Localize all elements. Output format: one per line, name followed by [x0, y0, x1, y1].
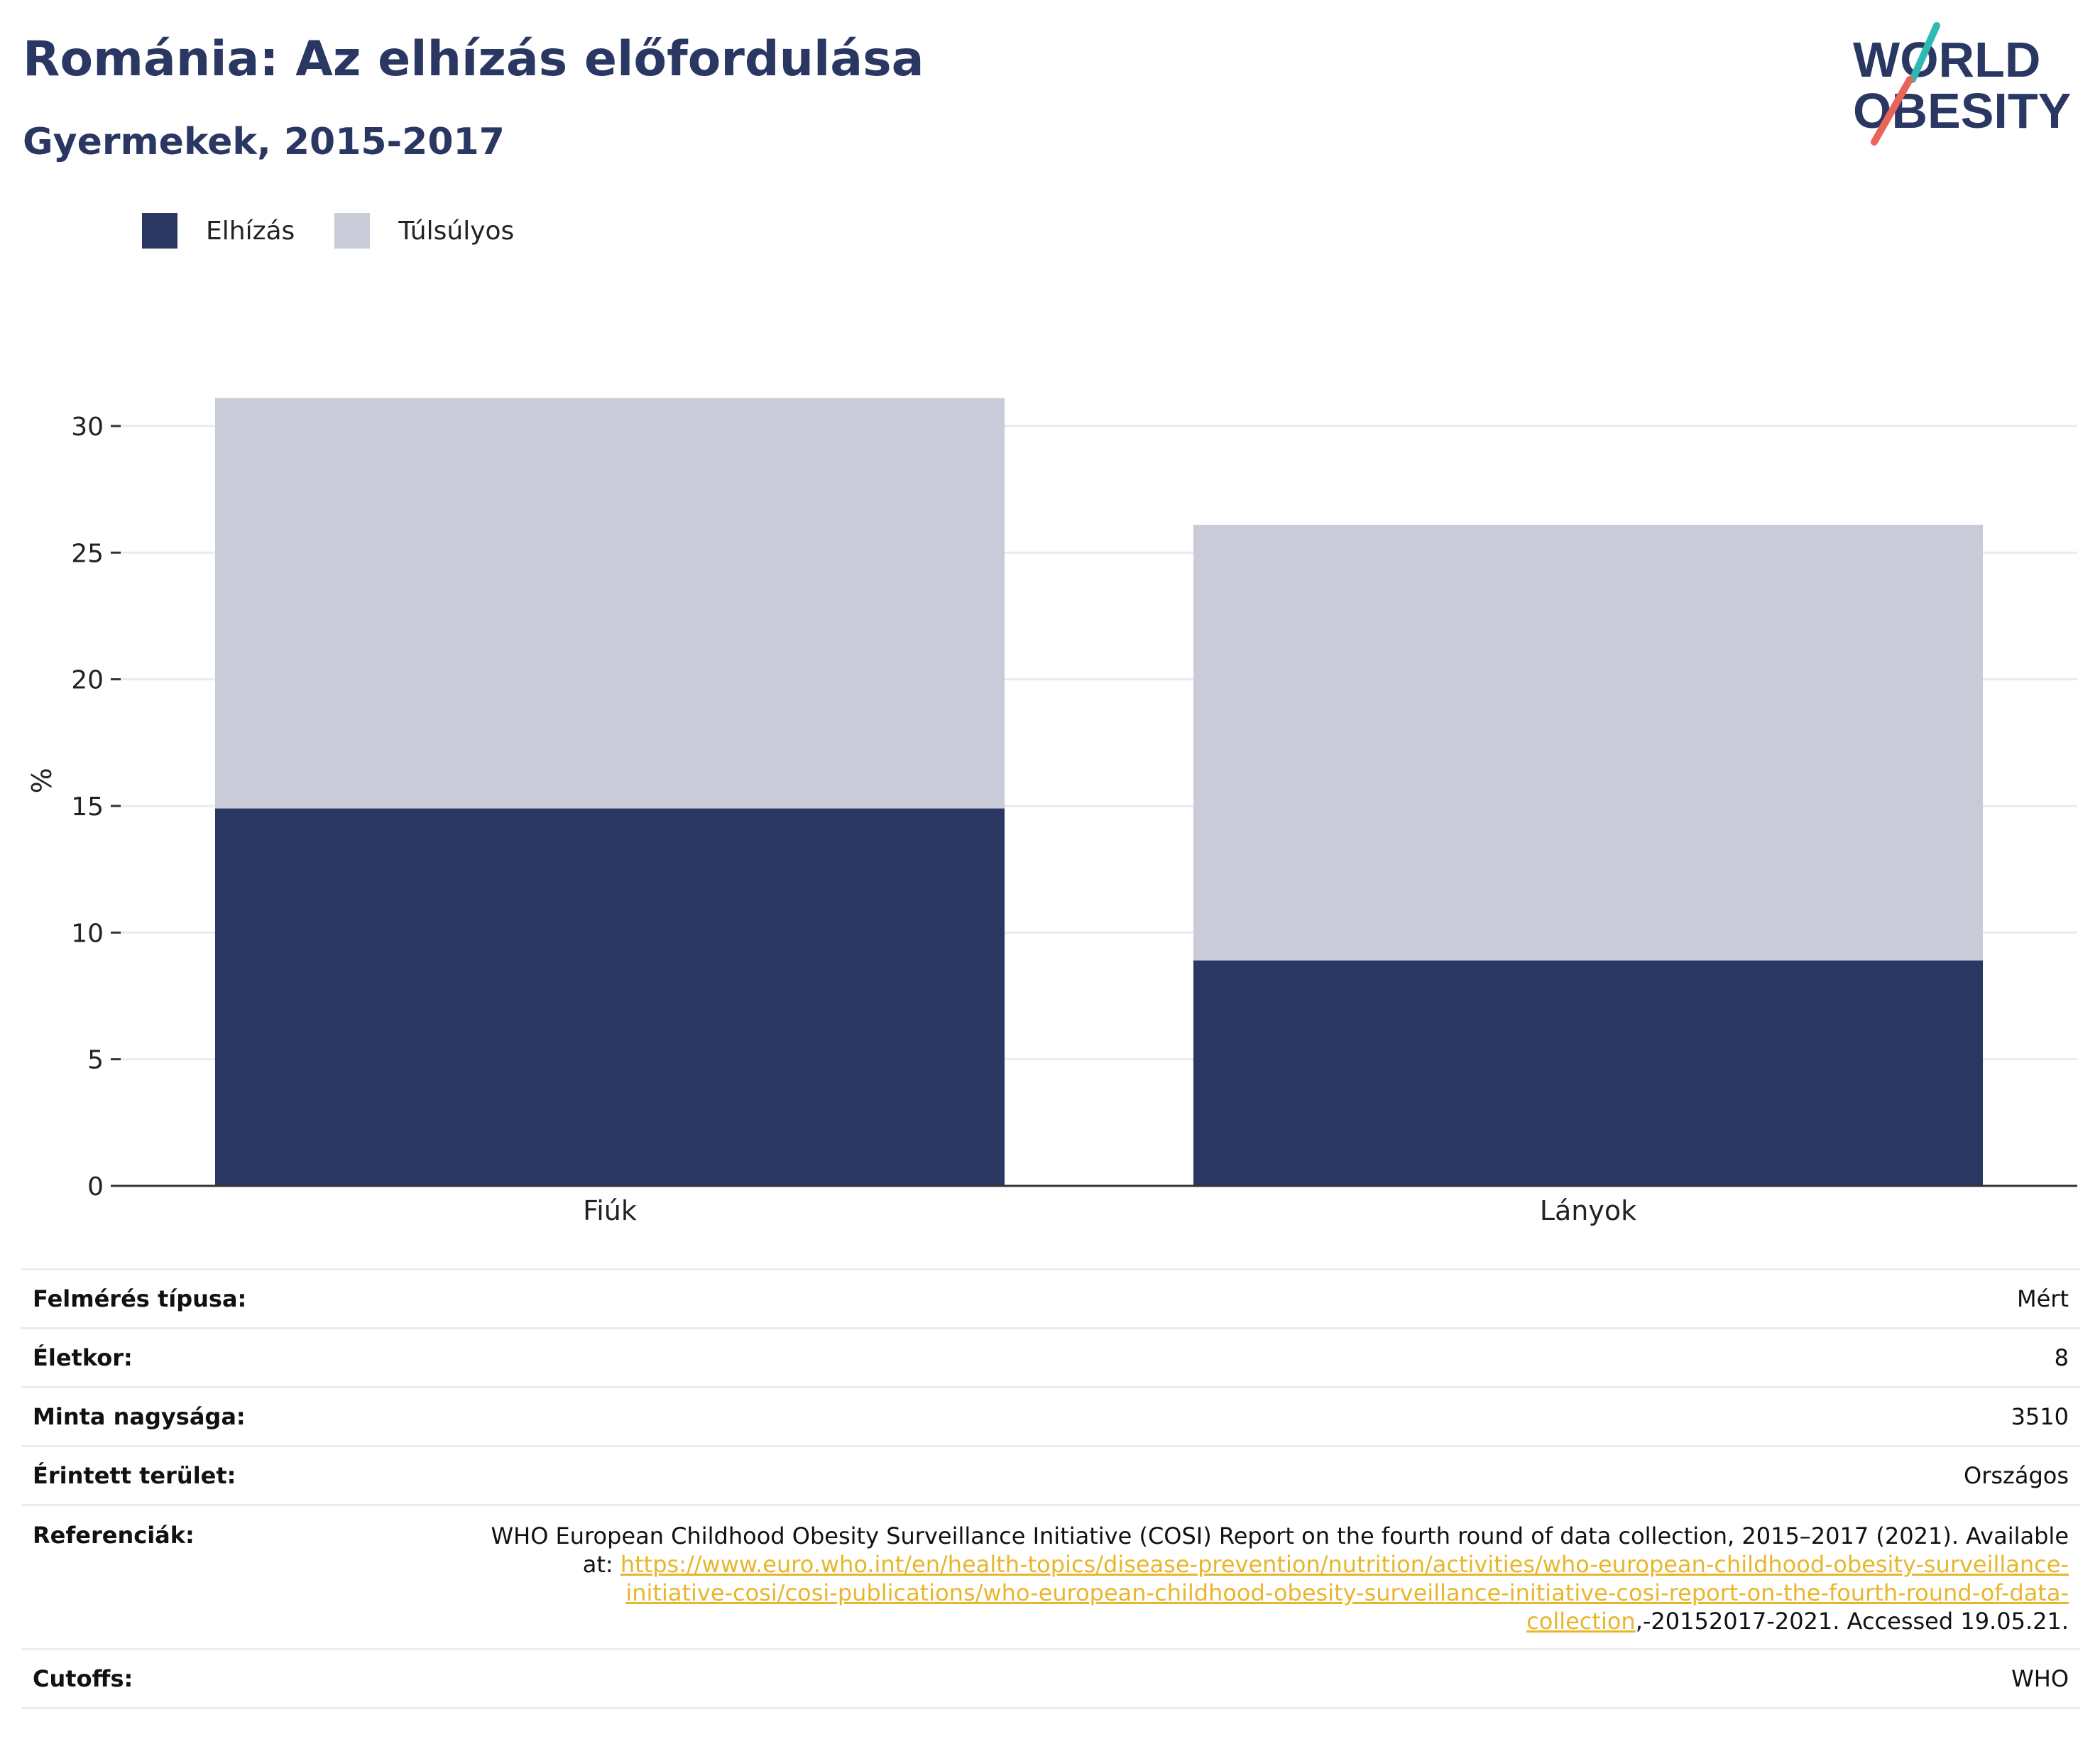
y-tick-label-0: 0 [87, 1172, 104, 1202]
bar-obesity-girls[interactable] [1193, 960, 1984, 1186]
info-table: Felmérés típusa: Mért Életkor: 8 Minta n… [21, 1268, 2080, 1709]
bar-overweight-boys[interactable] [214, 398, 1005, 809]
info-row-survey-type: Felmérés típusa: Mért [21, 1270, 2080, 1329]
references-label: Referenciák: [33, 1522, 195, 1549]
sample-size-label: Minta nagysága: [33, 1403, 246, 1430]
legend-swatch-obesity [142, 213, 177, 249]
bar-chart: 0 5 10 15 20 25 30% Fiúk Lányok [26, 398, 2077, 1226]
x-tick-label-girls: Lányok [1540, 1195, 1636, 1226]
references-value: WHO European Childhood Obesity Surveilla… [478, 1522, 2069, 1635]
survey-type-value: Mért [2017, 1285, 2069, 1312]
bar-overweight-girls[interactable] [1193, 525, 1984, 961]
area-value: Országos [1964, 1462, 2069, 1489]
x-tick-label-boys: Fiúk [583, 1195, 637, 1226]
sample-size-value: 3510 [2011, 1403, 2069, 1430]
age-label: Életkor: [33, 1344, 133, 1371]
age-value: 8 [2054, 1344, 2069, 1371]
y-tick-label-30: 30 [71, 413, 104, 442]
area-label: Érintett terület: [33, 1462, 236, 1489]
world-obesity-logo: WORLD OBESITY [1853, 22, 2071, 146]
bar-obesity-boys[interactable] [214, 808, 1005, 1186]
chart-title: Románia: Az elhízás előfordulása [23, 31, 924, 87]
y-tick-label-10: 10 [71, 919, 104, 948]
cutoffs-value: WHO [2011, 1665, 2069, 1692]
y-tick-label-5: 5 [87, 1046, 104, 1075]
legend-item-obesity[interactable]: Elhízás [142, 213, 295, 249]
chart-subtitle: Gyermekek, 2015-2017 [23, 121, 505, 163]
y-axis-label: % [26, 768, 58, 793]
legend-item-overweight[interactable]: Túlsúlyos [334, 213, 514, 249]
cutoffs-label: Cutoffs: [33, 1665, 133, 1692]
info-row-age: Életkor: 8 [21, 1329, 2080, 1388]
chart-legend: Elhízás Túlsúlyos [142, 213, 554, 249]
info-row-sample-size: Minta nagysága: 3510 [21, 1388, 2080, 1447]
y-tick-label-20: 20 [71, 666, 104, 695]
y-tick-label-25: 25 [71, 539, 104, 568]
legend-swatch-overweight [334, 213, 371, 249]
info-row-area: Érintett terület: Országos [21, 1447, 2080, 1506]
legend-label-obesity: Elhízás [206, 216, 295, 246]
legend-label-overweight: Túlsúlyos [398, 216, 515, 246]
references-text: WHO European Childhood Obesity Surveilla… [491, 1522, 2069, 1578]
survey-type-label: Felmérés típusa: [33, 1285, 247, 1312]
references-accessed: ,-20152017-2021. Accessed 19.05.21. [1635, 1608, 2069, 1635]
logo-line1: WORLD [1853, 32, 2040, 87]
y-tick-label-15: 15 [71, 792, 104, 822]
info-row-references: Referenciák: WHO European Childhood Obes… [21, 1506, 2080, 1650]
references-link[interactable]: https://www.euro.who.int/en/health-topic… [620, 1551, 2069, 1635]
info-row-cutoffs: Cutoffs: WHO [21, 1650, 2080, 1709]
